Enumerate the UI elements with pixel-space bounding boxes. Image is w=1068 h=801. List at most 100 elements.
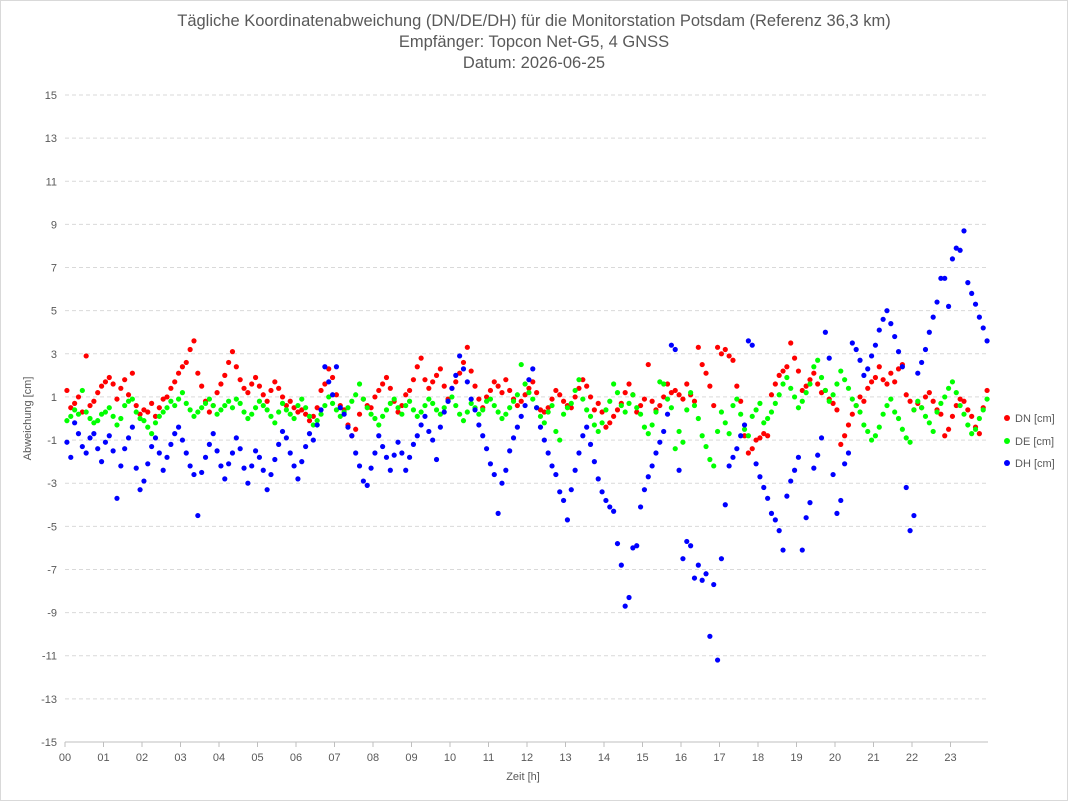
data-point: [218, 463, 224, 469]
data-point: [426, 428, 432, 435]
data-point: [641, 424, 648, 430]
data-point: [395, 439, 401, 445]
data-point: [122, 446, 128, 452]
data-point: [822, 387, 828, 394]
data-point: [622, 390, 628, 396]
data-point: [318, 387, 324, 394]
data-point: [329, 400, 336, 406]
data-point: [572, 394, 578, 400]
data-point: [206, 396, 212, 402]
data-point: [953, 245, 959, 251]
data-point: [206, 409, 212, 415]
data-point: [399, 402, 405, 409]
data-point: [303, 411, 309, 417]
x-tick-label: 00: [59, 752, 71, 764]
data-point: [930, 314, 936, 320]
data-point: [842, 377, 848, 383]
data-point: [410, 407, 417, 413]
data-point: [868, 437, 875, 443]
data-point: [187, 346, 193, 353]
data-point: [195, 409, 201, 415]
data-point: [676, 428, 682, 435]
data-point: [214, 448, 220, 454]
data-point: [110, 413, 116, 419]
data-point: [799, 387, 805, 394]
grid-lines: [65, 94, 988, 743]
data-point: [145, 409, 151, 415]
data-point: [534, 390, 540, 396]
data-point: [64, 439, 70, 445]
data-point: [87, 435, 93, 441]
data-point: [260, 392, 266, 398]
data-point: [160, 409, 166, 415]
data-point: [164, 394, 170, 400]
data-point: [734, 446, 740, 452]
legend-marker: [1004, 438, 1010, 444]
data-point: [922, 346, 929, 353]
data-point: [399, 411, 405, 417]
data-point: [768, 510, 775, 516]
data-point: [784, 364, 790, 370]
data-point: [333, 392, 340, 398]
data-point: [876, 327, 882, 333]
data-point: [468, 396, 474, 402]
data-point: [249, 411, 255, 417]
data-point: [156, 413, 162, 419]
data-point: [726, 431, 732, 437]
data-point: [256, 398, 263, 404]
data-point: [252, 448, 259, 454]
data-point: [526, 377, 532, 383]
data-point: [969, 413, 975, 419]
data-point: [845, 385, 852, 391]
data-point: [953, 402, 959, 409]
data-point: [295, 402, 301, 409]
data-point: [226, 461, 232, 467]
data-point: [295, 409, 301, 415]
data-point: [634, 409, 640, 415]
data-point: [87, 415, 93, 422]
data-point: [888, 396, 894, 402]
data-point: [972, 426, 979, 432]
data-point: [657, 439, 663, 445]
data-point: [926, 420, 932, 426]
x-tick-label: 09: [405, 752, 417, 764]
data-point: [191, 338, 197, 344]
data-point: [199, 383, 205, 389]
data-point: [387, 400, 393, 406]
data-point: [572, 467, 578, 473]
data-point: [741, 422, 748, 428]
data-point: [672, 346, 678, 353]
data-point: [72, 420, 78, 426]
data-point: [122, 377, 128, 383]
data-point: [637, 504, 644, 510]
data-point: [907, 398, 913, 404]
data-point: [187, 463, 193, 469]
data-point: [980, 325, 986, 331]
data-point: [969, 290, 975, 297]
data-point: [753, 437, 759, 443]
data-point: [899, 426, 905, 432]
y-tick-label: 13: [45, 133, 57, 145]
data-point: [168, 398, 174, 404]
x-tick-label: 15: [636, 752, 648, 764]
data-point: [91, 398, 97, 404]
data-point: [714, 428, 721, 435]
data-point: [626, 400, 632, 406]
data-point: [718, 351, 725, 357]
data-point: [345, 405, 351, 411]
data-point: [372, 450, 378, 456]
data-point: [229, 405, 236, 411]
data-point: [279, 394, 286, 400]
data-point: [557, 489, 563, 495]
data-point: [845, 422, 852, 428]
data-point: [564, 405, 571, 411]
data-point: [322, 364, 328, 370]
data-point: [560, 497, 567, 504]
data-point: [152, 413, 159, 419]
data-point: [306, 431, 313, 437]
data-point: [480, 433, 486, 439]
data-point: [299, 459, 305, 465]
y-tick-label: -7: [47, 564, 57, 576]
data-point: [745, 450, 751, 456]
